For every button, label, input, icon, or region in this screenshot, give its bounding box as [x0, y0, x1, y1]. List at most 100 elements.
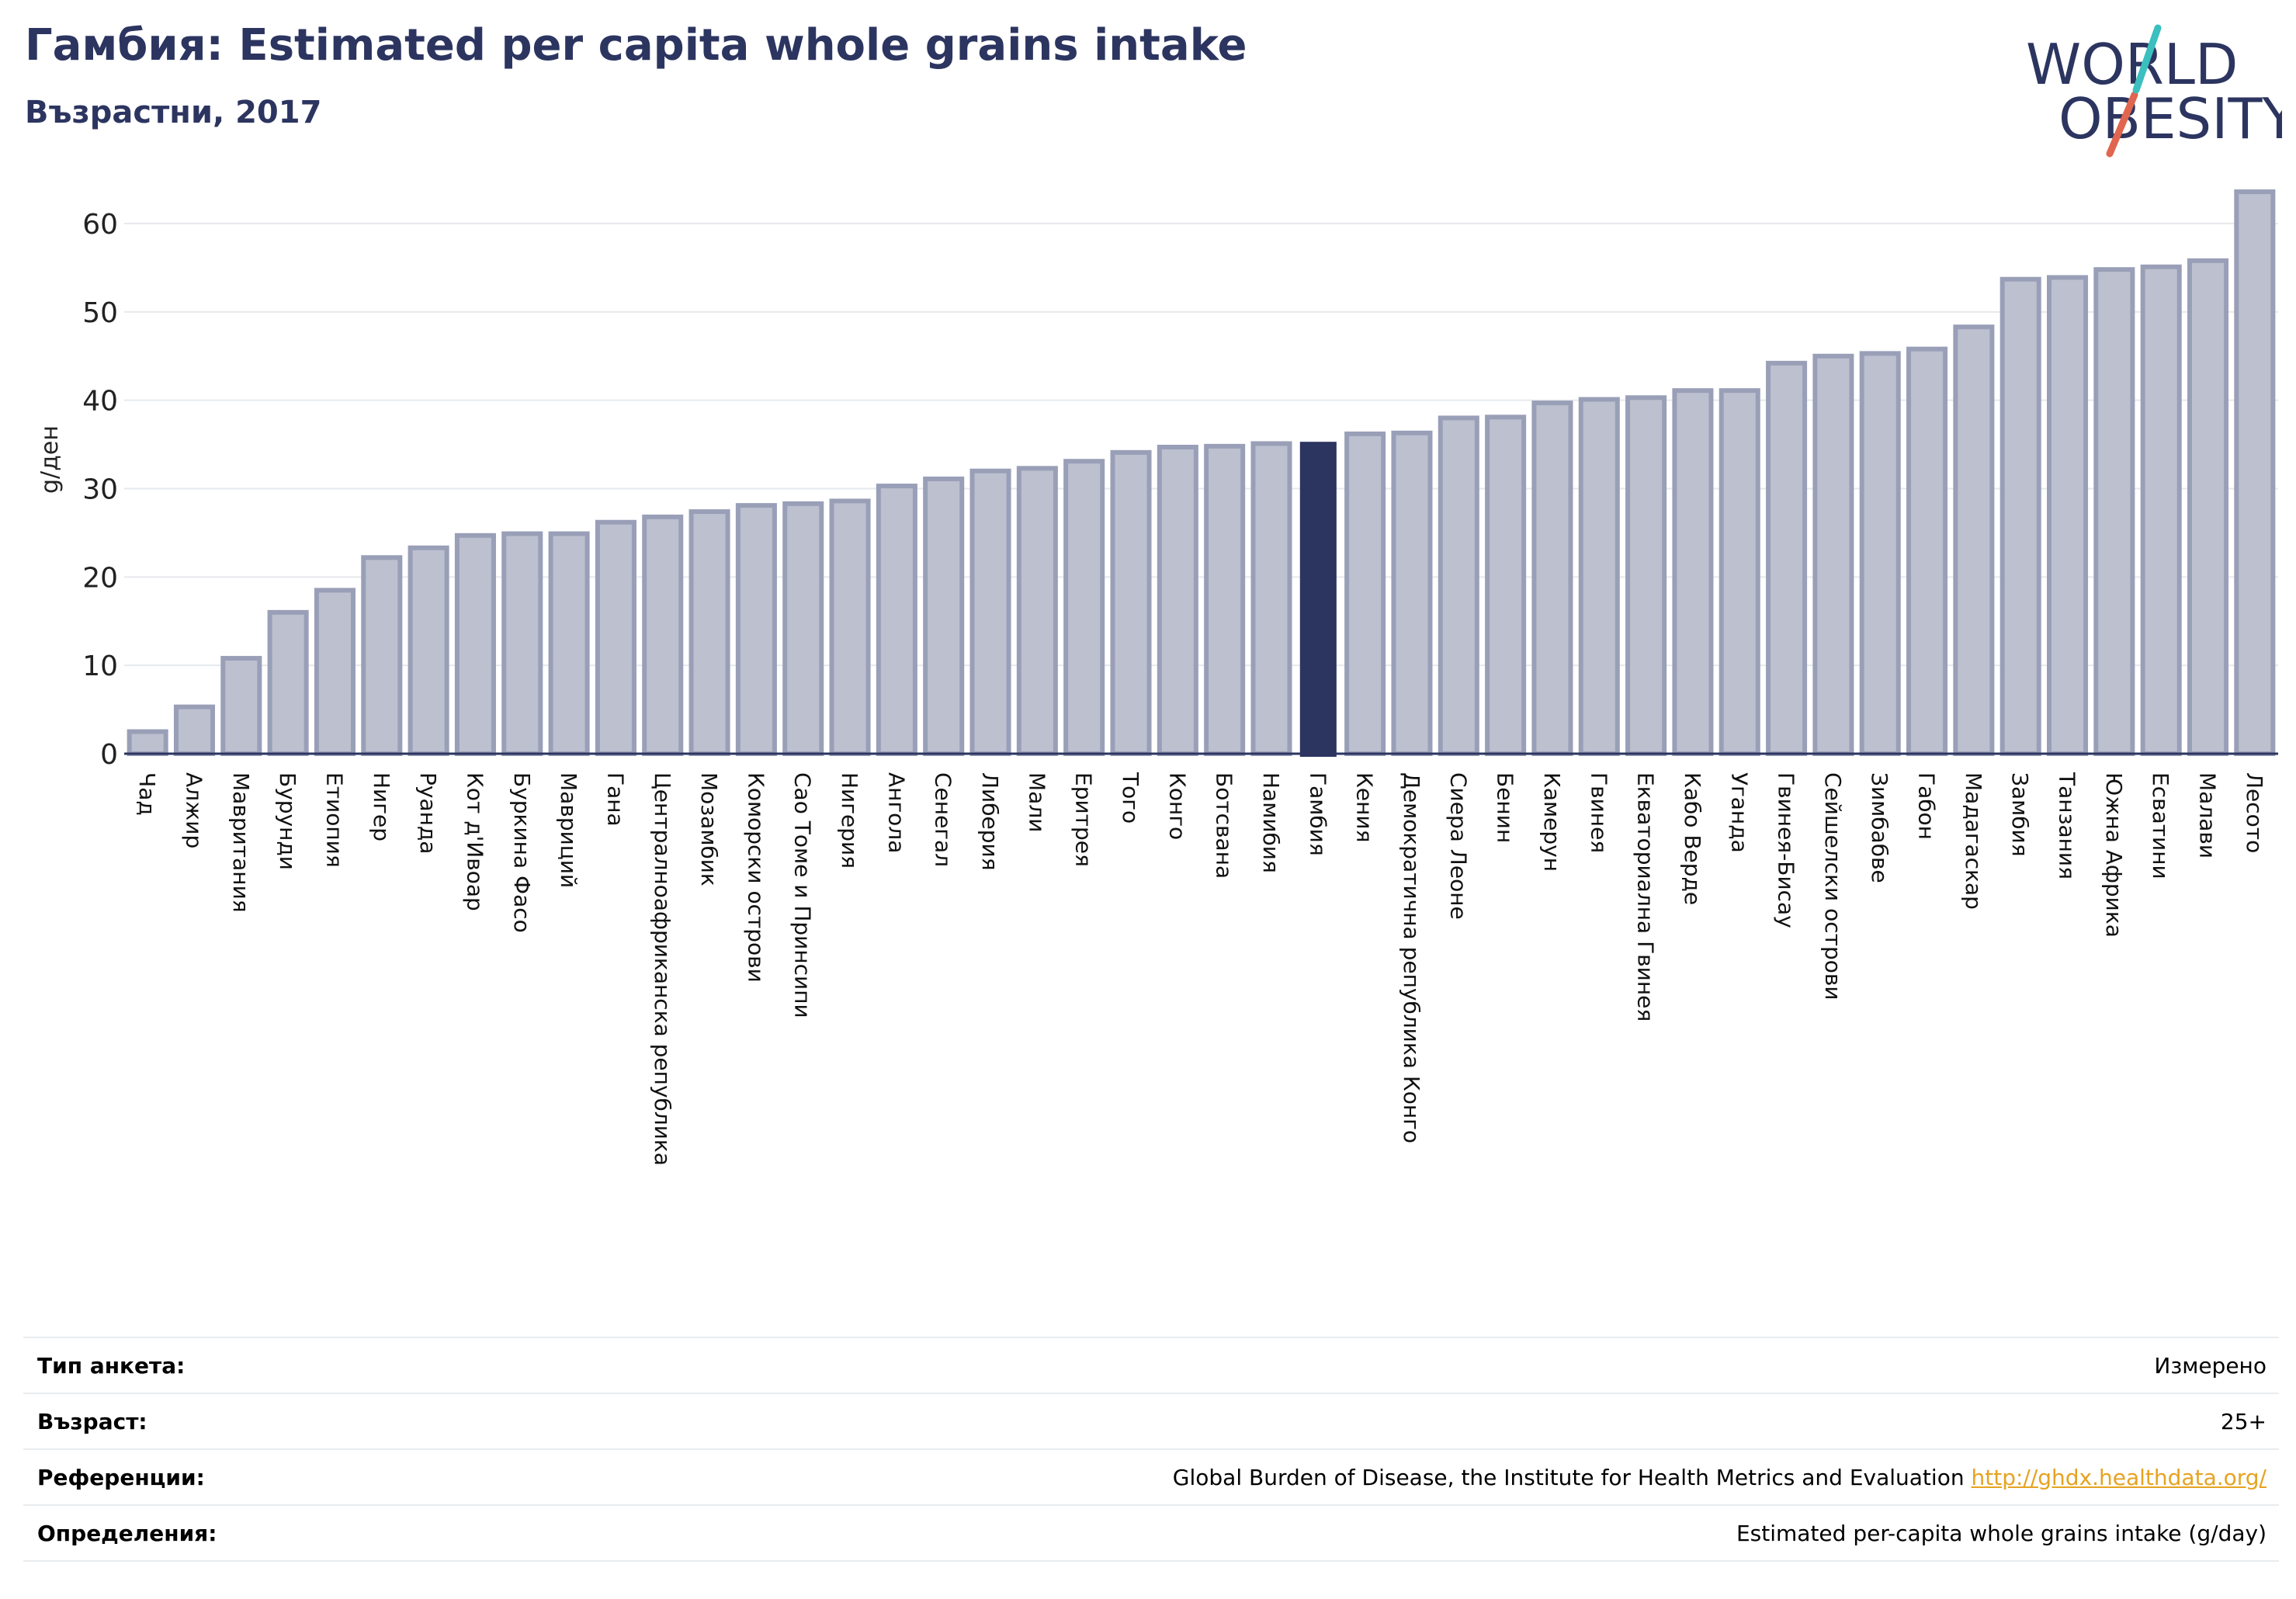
x-tick-label: Руанда: [415, 772, 441, 854]
bar: [1344, 431, 1386, 756]
bar: [1110, 449, 1152, 756]
bar: [1016, 466, 1058, 757]
bar: [1625, 395, 1667, 756]
bar: [2187, 258, 2229, 756]
bar: [408, 545, 449, 756]
bar: [361, 555, 403, 756]
bar: [220, 656, 262, 756]
bar: [501, 531, 543, 756]
bar-chart: 0 10 20 30 40 50 60 g/ден Чад Алжир Мавритания Буру…: [36, 189, 2278, 1166]
x-tick-label: Чад: [134, 772, 160, 816]
x-tick-label: Сенегал: [931, 772, 956, 867]
x-tick-label: Нигерия: [837, 772, 862, 869]
info-value: Измерено: [2154, 1352, 2267, 1379]
x-tick-label: Ангола: [883, 772, 909, 853]
bar: [1906, 346, 1948, 757]
bar: [1157, 444, 1198, 757]
x-tick-label: Еритрея: [1071, 772, 1097, 867]
x-tick-label: Мадагаскар: [1961, 772, 1986, 910]
bar: [1438, 415, 1479, 757]
bar: [454, 532, 496, 756]
y-tick-label: 40: [82, 386, 118, 418]
y-tick-label: 10: [82, 650, 118, 682]
bar: [1578, 397, 1620, 756]
reference-text: Global Burden of Disease, the Institute …: [1172, 1464, 1965, 1490]
info-label: Определения:: [37, 1520, 217, 1546]
x-tick-label: Уганда: [1726, 772, 1752, 853]
bar: [2093, 267, 2135, 756]
x-tick-label: Танзания: [2055, 772, 2080, 879]
bar: [969, 468, 1011, 756]
info-table: Тип анкета: Измерено Възраст: 25+ Рефере…: [23, 1337, 2279, 1562]
logo-slash-teal: [2132, 24, 2162, 94]
x-tick-label: Мавриций: [556, 772, 581, 888]
info-row-survey-type: Тип анкета: Измерено: [23, 1337, 2279, 1393]
bar: [1859, 351, 1901, 756]
x-tick-label: Гана: [602, 772, 628, 827]
y-tick-label: 20: [82, 562, 118, 594]
bar: [1391, 430, 1433, 756]
x-tick-label: Либерия: [977, 772, 1003, 871]
bar: [267, 609, 309, 756]
x-tick-label: Южна Африка: [2101, 772, 2127, 938]
info-label: Тип анкета:: [37, 1352, 186, 1379]
bar: [782, 501, 824, 757]
x-tick-label: Бурунди: [275, 772, 300, 870]
x-tick-label: Ботсвана: [1212, 772, 1237, 879]
x-tick-label: Есватини: [2148, 772, 2173, 879]
y-tick-label: 30: [82, 474, 118, 506]
bar: [2140, 264, 2182, 756]
bar: [173, 704, 216, 756]
x-tick-label: Мавритания: [228, 772, 254, 913]
x-tick-label: Централноафриканска република: [650, 772, 675, 1166]
info-label: Референции:: [37, 1464, 205, 1490]
y-tick-label: 60: [82, 209, 118, 241]
info-value: 25+: [2220, 1408, 2267, 1434]
bar: [2234, 189, 2276, 756]
bar: [314, 588, 355, 756]
bar: [1204, 443, 1246, 756]
world-obesity-logo: WORLD OBESITY: [2026, 24, 2282, 158]
logo-line1: WORLD: [2026, 32, 2238, 97]
bar: [1999, 276, 2041, 756]
bar: [548, 531, 590, 756]
chart-title: Гамбия: Estimated per capita whole grain…: [25, 20, 1247, 71]
bar: [1250, 441, 1292, 756]
bar: [1766, 360, 1808, 756]
bar: [1953, 324, 1995, 756]
x-tick-label: Гамбия: [1305, 772, 1330, 856]
x-tick-label: Того: [1118, 772, 1143, 824]
reference-link[interactable]: http://ghdx.healthdata.org/: [1971, 1464, 2267, 1490]
y-axis-label: g/ден: [36, 425, 64, 494]
info-value: Estimated per-capita whole grains intake…: [1736, 1520, 2267, 1546]
x-tick-label: Гвинея-Бисау: [1774, 772, 1799, 928]
x-tick-label: Зимбабве: [1867, 772, 1892, 883]
x-tick-label: Конго: [1164, 772, 1190, 840]
y-tick-label: 0: [100, 739, 118, 771]
bar: [829, 498, 871, 756]
x-tick-label: Габон: [1914, 772, 1940, 840]
x-tick-label: Нигер: [369, 772, 394, 841]
x-tick-label: Екваториална Гвинея: [1633, 772, 1659, 1021]
bar: [127, 729, 168, 757]
bar-highlight: [1299, 442, 1337, 757]
x-tick-label: Малави: [2195, 772, 2221, 858]
bar: [1719, 388, 1760, 756]
x-tick-label: Лесото: [2242, 772, 2267, 853]
x-tick-label: Мозамбик: [696, 772, 722, 886]
bar: [923, 476, 965, 756]
bar: [876, 484, 917, 757]
logo-slash-red: [2106, 91, 2138, 158]
info-row-definitions: Определения: Estimated per-capita whole …: [23, 1504, 2279, 1562]
bar: [1812, 353, 1854, 756]
x-tick-label: Сейшелски острови: [1820, 772, 1846, 1001]
bar: [642, 514, 684, 757]
bar: [735, 503, 777, 757]
x-tick-label: Камерун: [1539, 772, 1565, 872]
x-tick-label: Буркина Фасо: [509, 772, 535, 933]
info-row-references: Референции: Global Burden of Disease, th…: [23, 1448, 2279, 1504]
bar: [1672, 388, 1714, 756]
x-tick-label: Замбия: [2007, 772, 2033, 857]
bar: [2047, 275, 2089, 756]
x-tick-label: Етиопия: [321, 772, 347, 868]
